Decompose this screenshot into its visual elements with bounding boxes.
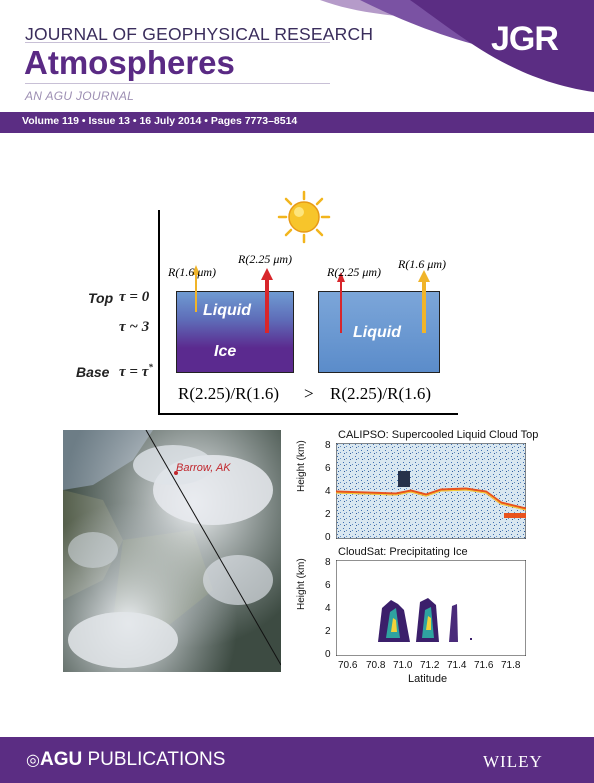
- calipso-ytick: 6: [325, 463, 331, 474]
- top-label: Top: [88, 290, 114, 306]
- right-arrow-label-1: R(2.25 μm): [327, 265, 382, 279]
- right-box-liquid-label: Liquid: [353, 324, 401, 341]
- ratio-left: R(2.25)/R(1.6): [178, 384, 280, 403]
- ratio-operator: >: [304, 384, 314, 403]
- mid-tau: τ ~ 3: [119, 319, 150, 335]
- calipso-ytick: 2: [325, 509, 331, 520]
- jgr-swoosh-graphic: [320, 0, 594, 92]
- x-tick: 71.2: [420, 660, 440, 671]
- cloudsat-ytick: 2: [325, 626, 331, 637]
- reflectance-arrows: [192, 265, 430, 333]
- figure-vertical-axis: [158, 210, 160, 415]
- x-tick: 70.6: [338, 660, 358, 671]
- cloudsat-ytick: 6: [325, 580, 331, 591]
- left-arrow-label-1: R(1.6 μm): [168, 265, 217, 279]
- satellite-image: [63, 430, 281, 672]
- header-rule-bottom: [25, 83, 330, 84]
- wiley-logo: WILEY: [483, 752, 543, 771]
- figure-horizontal-axis: [158, 413, 458, 415]
- cloudsat-ytick: 8: [325, 557, 331, 568]
- cloudsat-plot: [336, 560, 526, 656]
- agu-globe-icon: ◎: [26, 752, 40, 769]
- x-tick: 71.6: [474, 660, 494, 671]
- x-axis-label: Latitude: [408, 673, 448, 685]
- x-tick: 71.0: [393, 660, 413, 671]
- sun-icon: [277, 190, 331, 244]
- calipso-ytick: 8: [325, 440, 331, 451]
- calipso-ylabel: Height (km): [296, 440, 307, 492]
- journal-title: JOURNAL OF GEOPHYSICAL RESEARCH: [25, 24, 374, 44]
- barrow-label: Barrow, AK: [176, 462, 231, 474]
- base-tau: τ = τ*: [119, 362, 153, 380]
- agu-publications-logo: ◎AGU PUBLICATIONS: [26, 749, 226, 770]
- left-box-ice-label: Ice: [214, 343, 237, 360]
- cloudsat-title: CloudSat: Precipitating Ice: [338, 546, 468, 558]
- calipso-title: CALIPSO: Supercooled Liquid Cloud Top: [338, 429, 539, 441]
- cloudsat-ytick: 0: [325, 649, 331, 660]
- calipso-ytick: 0: [325, 532, 331, 543]
- x-tick: 71.8: [501, 660, 521, 671]
- base-label: Base: [76, 364, 110, 380]
- header-rule-top: [25, 42, 330, 43]
- cloudsat-ylabel: Height (km): [296, 558, 307, 610]
- x-tick: 71.4: [447, 660, 467, 671]
- right-cloud-box: [318, 291, 440, 373]
- right-arrow-label-2: R(1.6 μm): [398, 257, 447, 271]
- top-tau: τ = 0: [119, 289, 150, 305]
- x-tick: 70.8: [366, 660, 386, 671]
- left-box-liquid-label: Liquid: [203, 302, 251, 319]
- issue-band: [0, 112, 594, 133]
- left-arrow-label-2: R(2.25 μm): [238, 252, 293, 266]
- jgr-badge: JGR: [491, 20, 559, 58]
- calipso-ytick: 4: [325, 486, 331, 497]
- calipso-plot: [336, 443, 526, 539]
- footer-band: [0, 737, 594, 783]
- issue-info: Volume 119 • Issue 13 • 16 July 2014 • P…: [22, 115, 298, 127]
- section-title: Atmospheres: [24, 44, 235, 81]
- journal-tagline: AN AGU JOURNAL: [25, 89, 135, 103]
- cloudsat-ytick: 4: [325, 603, 331, 614]
- ratio-right: R(2.25)/R(1.6): [330, 384, 432, 403]
